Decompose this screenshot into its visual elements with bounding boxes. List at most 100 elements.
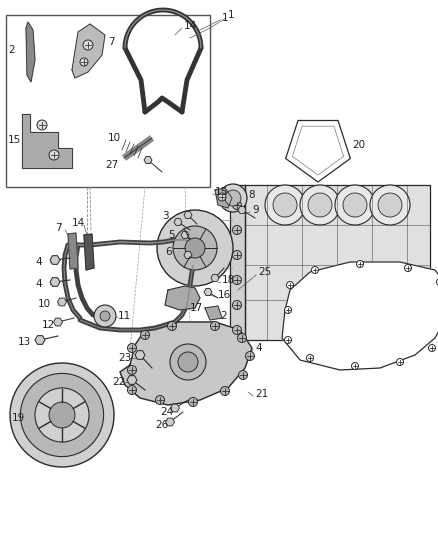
Circle shape bbox=[335, 185, 375, 225]
Circle shape bbox=[21, 374, 104, 457]
Circle shape bbox=[285, 336, 292, 343]
Text: 4: 4 bbox=[255, 343, 261, 353]
Circle shape bbox=[285, 306, 292, 313]
Text: 2: 2 bbox=[220, 311, 226, 321]
Circle shape bbox=[127, 366, 137, 375]
Text: 3: 3 bbox=[162, 211, 169, 221]
Text: 9: 9 bbox=[252, 205, 258, 215]
Text: 5: 5 bbox=[168, 230, 175, 240]
Circle shape bbox=[94, 305, 116, 327]
Polygon shape bbox=[120, 322, 252, 405]
Polygon shape bbox=[215, 188, 232, 208]
Circle shape bbox=[352, 362, 358, 369]
Text: 18: 18 bbox=[222, 275, 235, 285]
Text: 24: 24 bbox=[160, 407, 173, 417]
Circle shape bbox=[428, 344, 435, 351]
Text: 14: 14 bbox=[72, 218, 85, 228]
Circle shape bbox=[155, 395, 165, 405]
Circle shape bbox=[357, 261, 364, 268]
Circle shape bbox=[225, 190, 241, 206]
Circle shape bbox=[219, 184, 247, 212]
Circle shape bbox=[308, 193, 332, 217]
Circle shape bbox=[188, 398, 198, 407]
Polygon shape bbox=[184, 252, 192, 259]
Circle shape bbox=[100, 311, 110, 321]
Circle shape bbox=[35, 388, 89, 442]
Circle shape bbox=[127, 385, 137, 394]
Text: 22: 22 bbox=[112, 377, 125, 387]
Text: 7: 7 bbox=[108, 37, 115, 47]
Text: 26: 26 bbox=[155, 420, 168, 430]
Text: 13: 13 bbox=[18, 337, 31, 347]
Polygon shape bbox=[35, 336, 45, 344]
Circle shape bbox=[233, 225, 241, 235]
Circle shape bbox=[157, 210, 233, 286]
Circle shape bbox=[233, 276, 241, 285]
Polygon shape bbox=[238, 206, 246, 213]
Circle shape bbox=[265, 185, 305, 225]
Bar bbox=[6, 15, 210, 187]
Text: 15: 15 bbox=[8, 135, 21, 145]
Polygon shape bbox=[165, 286, 200, 310]
Polygon shape bbox=[245, 185, 430, 340]
Circle shape bbox=[405, 264, 411, 271]
Text: 2: 2 bbox=[8, 45, 14, 55]
Polygon shape bbox=[166, 418, 174, 426]
Polygon shape bbox=[205, 306, 222, 320]
Text: 4: 4 bbox=[35, 279, 42, 289]
Text: 23: 23 bbox=[118, 353, 131, 363]
Circle shape bbox=[37, 120, 47, 130]
Circle shape bbox=[83, 40, 93, 50]
Polygon shape bbox=[230, 185, 245, 340]
Polygon shape bbox=[135, 351, 145, 359]
Circle shape bbox=[239, 370, 247, 379]
Polygon shape bbox=[26, 22, 35, 82]
Polygon shape bbox=[50, 256, 60, 264]
Text: 10: 10 bbox=[108, 133, 121, 143]
Text: 14: 14 bbox=[184, 21, 197, 31]
Circle shape bbox=[220, 386, 230, 395]
Circle shape bbox=[167, 321, 177, 330]
Text: 19: 19 bbox=[12, 413, 25, 423]
Circle shape bbox=[343, 193, 367, 217]
Polygon shape bbox=[53, 318, 63, 326]
Text: 1: 1 bbox=[222, 13, 229, 23]
Text: 21: 21 bbox=[255, 389, 268, 399]
Circle shape bbox=[170, 344, 206, 380]
Text: 12: 12 bbox=[42, 320, 55, 330]
Text: 4: 4 bbox=[35, 257, 42, 267]
Polygon shape bbox=[72, 24, 105, 78]
Polygon shape bbox=[184, 212, 192, 219]
Polygon shape bbox=[127, 376, 137, 384]
Circle shape bbox=[173, 226, 217, 270]
Circle shape bbox=[437, 279, 438, 286]
Polygon shape bbox=[181, 231, 189, 238]
Circle shape bbox=[273, 193, 297, 217]
Circle shape bbox=[233, 251, 241, 260]
Circle shape bbox=[300, 185, 340, 225]
Text: 15: 15 bbox=[215, 187, 228, 197]
Polygon shape bbox=[174, 219, 182, 225]
Circle shape bbox=[237, 334, 247, 343]
Circle shape bbox=[396, 359, 403, 366]
Circle shape bbox=[127, 343, 137, 352]
Text: 27: 27 bbox=[105, 160, 118, 170]
Circle shape bbox=[185, 238, 205, 258]
Circle shape bbox=[10, 363, 114, 467]
Text: 11: 11 bbox=[118, 311, 131, 321]
Circle shape bbox=[49, 402, 75, 428]
Polygon shape bbox=[68, 233, 78, 269]
Circle shape bbox=[370, 185, 410, 225]
Circle shape bbox=[233, 200, 241, 209]
Polygon shape bbox=[22, 114, 72, 168]
Text: 17: 17 bbox=[190, 303, 203, 313]
Polygon shape bbox=[170, 404, 180, 412]
Polygon shape bbox=[50, 278, 60, 286]
Circle shape bbox=[233, 326, 241, 335]
Circle shape bbox=[211, 321, 219, 330]
Polygon shape bbox=[211, 274, 219, 281]
Text: 8: 8 bbox=[248, 190, 254, 200]
Text: 1: 1 bbox=[228, 10, 235, 20]
Circle shape bbox=[178, 352, 198, 372]
Circle shape bbox=[141, 330, 149, 340]
